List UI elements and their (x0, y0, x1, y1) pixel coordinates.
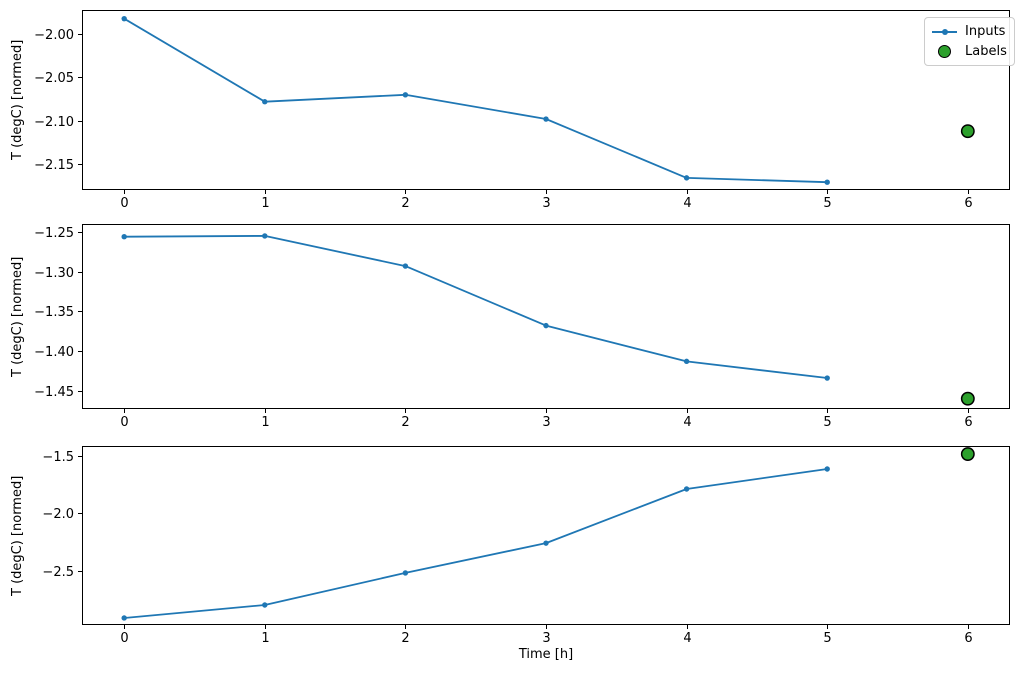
y-tick-label: −1.5 (42, 450, 74, 465)
inputs-line (123, 234, 829, 379)
y-tick-label: −1.45 (34, 385, 74, 400)
x-tick-label: 3 (542, 415, 550, 430)
subplot-3: −1.5 −2.0 −2.5 0 1 2 3 4 5 6 T (degC) [normed] Ti… (0, 440, 1021, 679)
x-tick-label: 5 (823, 415, 831, 430)
labels-point (960, 447, 975, 461)
x-tick-label: 1 (261, 196, 269, 211)
labels-point (960, 124, 975, 139)
y-tick-label: −1.30 (34, 266, 74, 281)
y-tick-label: −1.25 (34, 226, 74, 241)
y-tick-label: −1.40 (34, 345, 74, 360)
inputs-marker (683, 358, 690, 365)
inputs-marker (262, 233, 268, 239)
inputs-marker (543, 540, 549, 546)
x-tick-label: 5 (823, 196, 831, 211)
x-tick-label: 6 (964, 196, 972, 211)
x-tick-label: 6 (964, 415, 972, 430)
inputs-marker (121, 234, 127, 240)
y-tick-label: −2.05 (34, 71, 74, 86)
subplot-2-y-axis-label: T (degC) [normed] (10, 256, 25, 377)
inputs-marker (824, 375, 830, 381)
y-tick-label: −2.5 (42, 565, 74, 580)
inputs-marker (121, 615, 127, 621)
x-tick-label: 3 (542, 196, 550, 211)
subplot-1: −2.00 −2.05 −2.10 −2.15 0 1 2 3 4 5 6 T (degC) [no… (0, 0, 1021, 218)
inputs-marker (543, 116, 549, 122)
x-tick-label: 6 (964, 631, 972, 646)
y-tick-label: −2.15 (34, 158, 74, 173)
x-tick-label: 4 (683, 415, 691, 430)
y-tick-label: −2.00 (34, 28, 74, 43)
x-tick-label: 3 (542, 631, 550, 646)
axes-spines (82, 10, 1010, 190)
inputs-marker (402, 263, 409, 269)
inputs-marker (543, 322, 549, 329)
legend-label-inputs: Inputs (965, 24, 1006, 39)
inputs-marker (262, 99, 268, 105)
inputs-marker (824, 466, 830, 472)
inputs-marker (121, 15, 127, 22)
inputs-marker (402, 570, 409, 576)
y-tick-label: −1.35 (34, 305, 74, 320)
x-tick-label: 0 (120, 415, 128, 430)
x-tick-label: 2 (401, 415, 409, 430)
subplot-1-canvas: −2.00 −2.05 −2.10 −2.15 0 1 2 3 4 5 6 (34, 10, 1010, 211)
inputs-line (123, 468, 829, 619)
axes-spines (82, 446, 1010, 625)
legend-item-inputs: Inputs (932, 22, 1007, 41)
subplot-3-canvas: −1.5 −2.0 −2.5 0 1 2 3 4 5 6 (42, 446, 1010, 646)
labels-dot-swatch-icon (932, 45, 957, 58)
x-tick-label: 4 (683, 196, 691, 211)
inputs-marker (824, 179, 830, 185)
x-axis-label: Time [h] (518, 647, 574, 662)
x-tick-label: 0 (120, 196, 128, 211)
x-tick-label: 0 (120, 631, 128, 646)
axes-spines (82, 224, 1010, 409)
legend: Inputs Labels (924, 17, 1015, 66)
inputs-line (123, 17, 829, 184)
subplot-1-y-axis-label: T (degC) [normed] (10, 39, 25, 161)
subplot-2-canvas: −1.25 −1.30 −1.35 −1.40 −1.45 0 1 2 3 4 5 6 (34, 224, 1010, 430)
x-tick-label: 2 (401, 196, 409, 211)
x-tick-label: 5 (823, 631, 831, 646)
subplot-3-y-axis-label: T (degC) [normed] (10, 475, 25, 596)
subplot-2: −1.25 −1.30 −1.35 −1.40 −1.45 0 1 2 3 4 5 6 T (degC… (0, 218, 1021, 440)
y-tick-label: −2.0 (42, 507, 74, 522)
inputs-line-swatch-icon (932, 28, 957, 35)
x-tick-label: 1 (261, 415, 269, 430)
x-tick-label: 4 (683, 631, 691, 646)
inputs-marker (402, 92, 409, 98)
legend-item-labels: Labels (932, 42, 1007, 61)
legend-label-labels: Labels (965, 44, 1007, 59)
labels-point (960, 391, 975, 406)
y-tick-label: −2.10 (34, 115, 74, 130)
inputs-marker (262, 602, 268, 608)
x-tick-label: 2 (401, 631, 409, 646)
inputs-marker (683, 486, 690, 492)
x-tick-label: 1 (261, 631, 269, 646)
inputs-marker (683, 175, 690, 181)
